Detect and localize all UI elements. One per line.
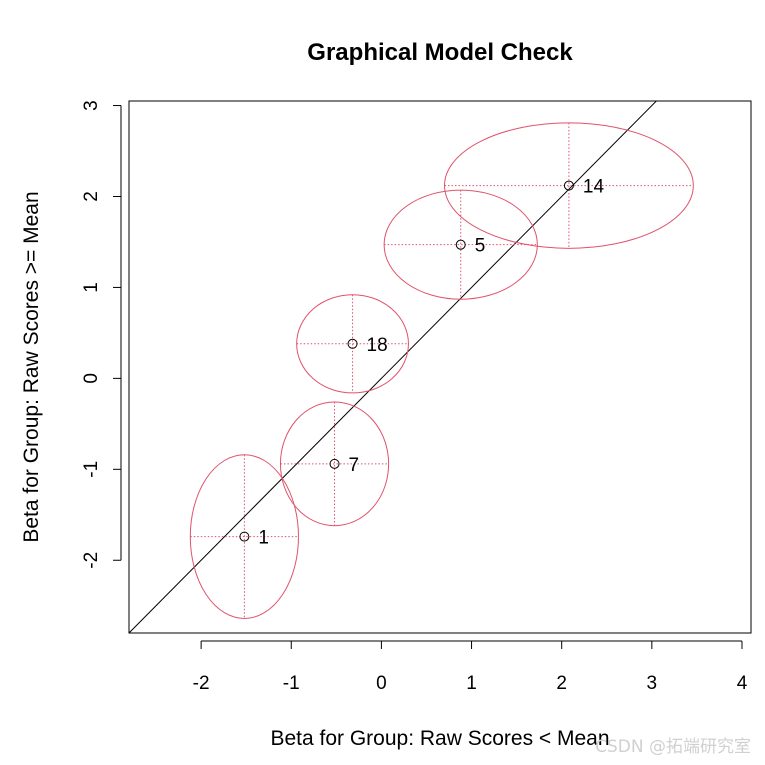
y-tick-label: 0 xyxy=(81,373,102,384)
x-tick-label: -1 xyxy=(283,673,300,694)
x-tick-label: -2 xyxy=(193,673,210,694)
y-axis-label: Beta for Group: Raw Scores >= Mean xyxy=(20,191,43,542)
point-label-1: 1 xyxy=(258,528,269,549)
point-label-14: 14 xyxy=(583,177,605,198)
watermark-text: CSDN @拓端研究室 xyxy=(595,737,751,757)
y-tick-label: -1 xyxy=(81,461,102,478)
y-tick-label: -2 xyxy=(81,552,102,569)
y-tick-label: 3 xyxy=(81,100,102,111)
error-ellipses xyxy=(189,122,694,619)
plot-frame xyxy=(128,100,752,634)
y-tick-label: 1 xyxy=(81,282,102,293)
point-5 xyxy=(455,239,466,250)
point-label-18: 18 xyxy=(367,335,388,356)
x-tick-label: 3 xyxy=(647,673,658,694)
x-tick-label: 2 xyxy=(556,673,567,694)
chart-title: Graphical Model Check xyxy=(307,39,573,66)
y-tick-label: 2 xyxy=(81,191,102,202)
point-18 xyxy=(347,338,358,349)
identity-line xyxy=(129,101,658,633)
point-14 xyxy=(563,180,574,191)
plot-area xyxy=(128,100,752,634)
data-points: 1 7 18 5 14 xyxy=(239,177,605,549)
y-axis: -2 -1 0 1 2 3 xyxy=(81,100,122,569)
x-axis-label: Beta for Group: Raw Scores < Mean xyxy=(270,727,609,750)
x-tick-label: 0 xyxy=(376,673,387,694)
point-1 xyxy=(239,531,250,542)
x-tick-label: 1 xyxy=(466,673,477,694)
point-label-5: 5 xyxy=(475,236,486,257)
point-label-7: 7 xyxy=(349,455,360,476)
x-axis: -2 -1 0 1 2 3 4 xyxy=(193,640,748,694)
point-7 xyxy=(329,458,340,469)
x-tick-label: 4 xyxy=(737,673,748,694)
